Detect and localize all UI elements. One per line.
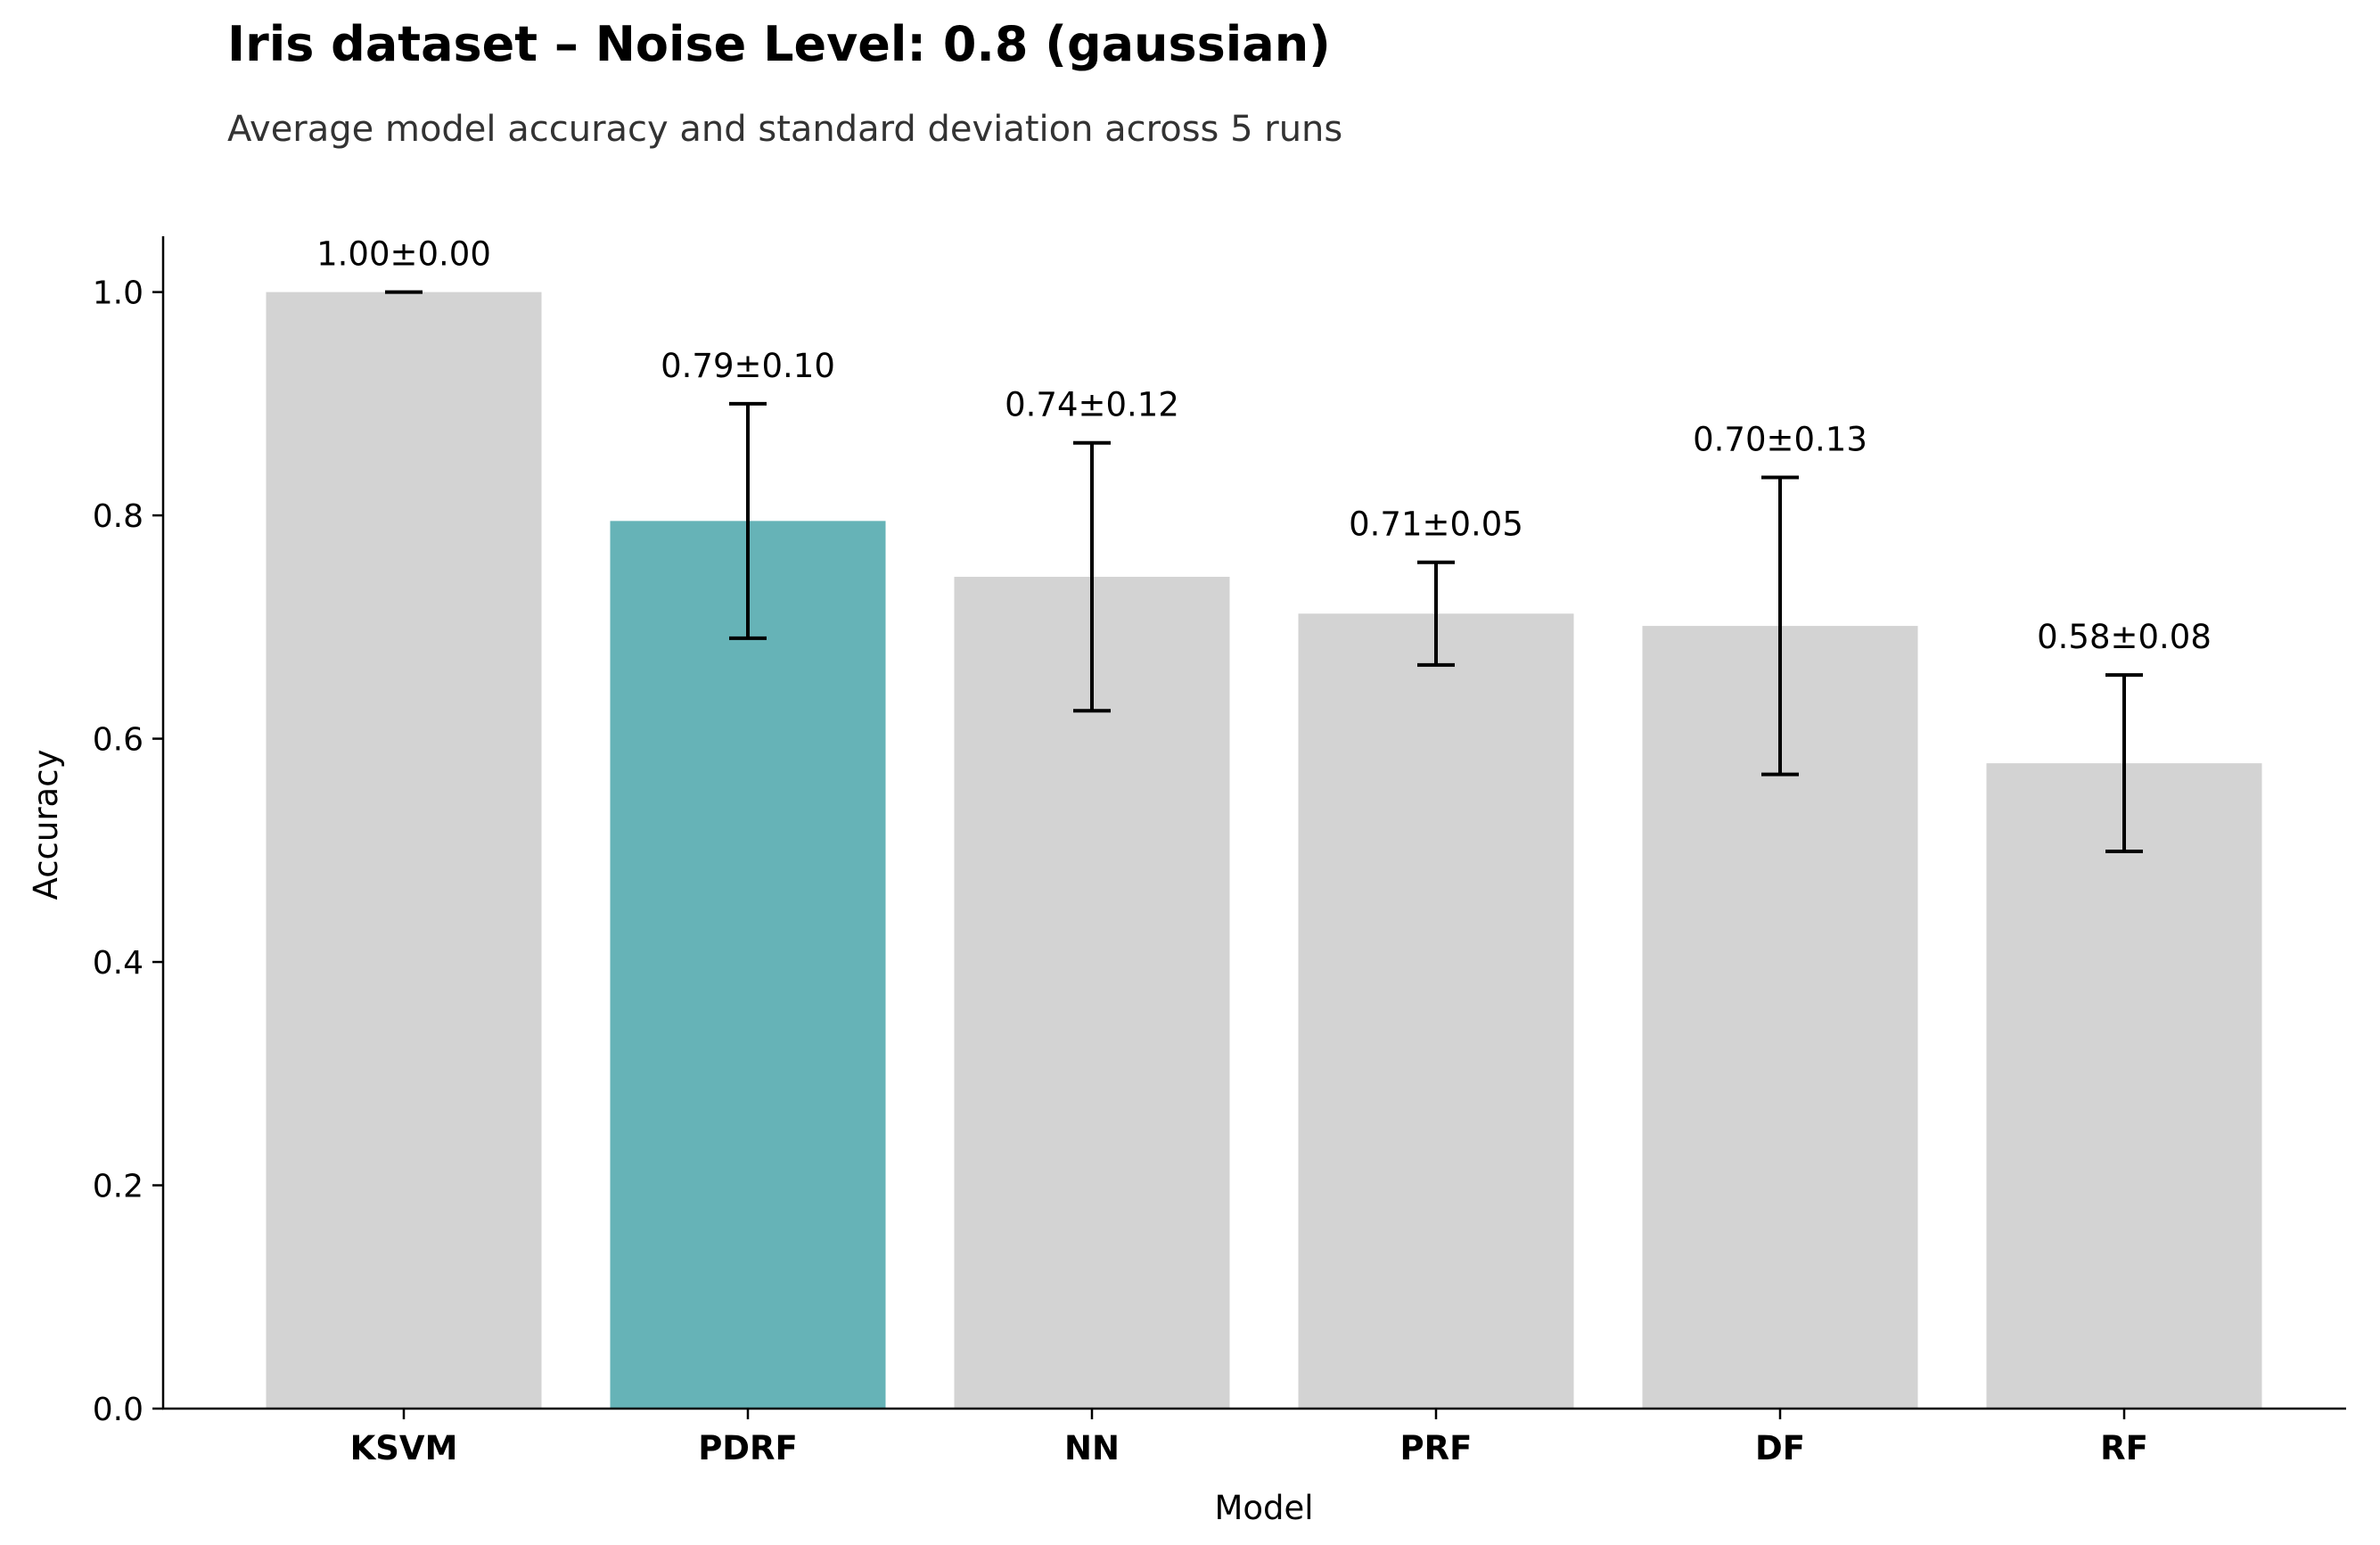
error-bar-prf xyxy=(1417,560,1455,667)
y-tick-label: 1.0 xyxy=(93,275,144,312)
bar-prf xyxy=(1298,613,1574,1409)
y-ticks: 0.0 0.2 0.4 0.6 0.8 1.0 xyxy=(93,275,163,1428)
y-tick-label: 0.2 xyxy=(93,1169,144,1205)
error-bars xyxy=(385,290,2143,854)
value-label-rf: 0.58±0.08 xyxy=(2037,618,2212,656)
bar-pdrf xyxy=(610,521,886,1409)
value-label-pdrf: 0.79±0.10 xyxy=(661,347,835,385)
x-tick-label-nn: NN xyxy=(1064,1429,1120,1467)
bar-nn xyxy=(954,576,1230,1409)
value-label-prf: 0.71±0.05 xyxy=(1349,505,1523,544)
error-bar-nn xyxy=(1073,440,1111,713)
value-label-nn: 0.74±0.12 xyxy=(1005,386,1179,424)
y-tick-label: 0.4 xyxy=(93,945,144,982)
x-ticks: KSVM PDRF NN PRF DF RF xyxy=(350,1409,2148,1467)
x-axis-title: Model xyxy=(1214,1489,1313,1527)
x-tick-label-df: DF xyxy=(1755,1429,1805,1467)
y-tick-label: 0.6 xyxy=(93,722,144,759)
y-axis-title: Accuracy xyxy=(27,750,65,900)
x-tick-label-ksvm: KSVM xyxy=(350,1429,458,1467)
y-tick-label: 0.8 xyxy=(93,498,144,535)
value-labels: 1.00±0.00 0.79±0.10 0.74±0.12 0.71±0.05 0.70… xyxy=(316,235,2212,657)
value-label-ksvm: 1.00±0.00 xyxy=(316,235,491,274)
bar-rf xyxy=(1986,763,2262,1409)
axes-layer xyxy=(161,236,2346,1410)
y-tick-label: 0.0 xyxy=(93,1392,144,1428)
error-bar-pdrf xyxy=(729,401,767,640)
error-bar-rf xyxy=(2105,673,2143,854)
chart-subtitle: Average model accuracy and standard devi… xyxy=(227,109,1343,150)
x-tick-label-prf: PRF xyxy=(1400,1429,1473,1467)
x-tick-label-rf: RF xyxy=(2100,1429,2148,1467)
bars-layer xyxy=(266,292,2262,1409)
chart-title: Iris dataset – Noise Level: 0.8 (gaussia… xyxy=(227,16,1331,72)
error-bar-df xyxy=(1761,475,1799,777)
value-label-df: 0.70±0.13 xyxy=(1693,421,1867,459)
x-tick-label-pdrf: PDRF xyxy=(698,1429,798,1467)
bar-ksvm xyxy=(266,292,542,1409)
